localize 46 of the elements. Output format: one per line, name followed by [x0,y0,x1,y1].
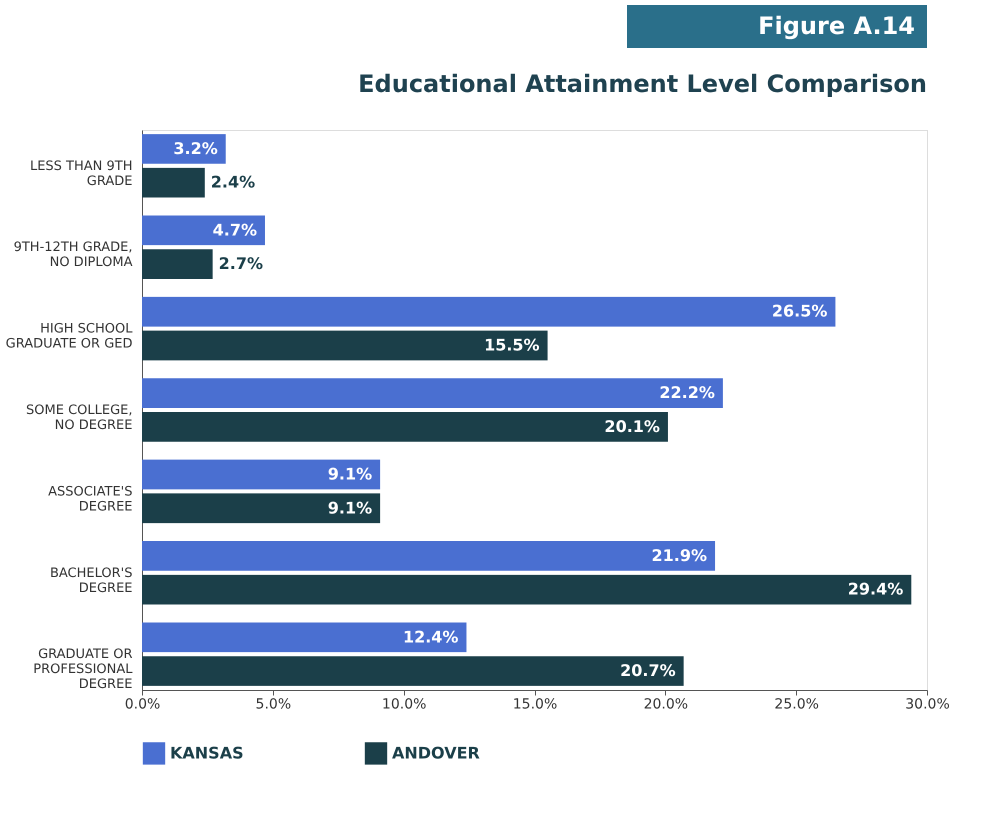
bar [142,168,205,198]
data-label: 2.7% [218,254,264,274]
bar [142,656,684,686]
x-tick-label: 25.0% [774,696,819,712]
data-label: 22.2% [659,383,715,402]
chart-title: Educational Attainment Level Comparison [358,70,927,98]
x-tick-label: 10.0% [382,696,426,712]
data-label: 15.5% [484,335,540,354]
bar [142,622,466,652]
data-label: 26.5% [772,302,828,321]
x-tick-label: 15.0% [512,696,558,712]
bar [142,412,668,442]
legend-label: ANDOVER [392,743,480,762]
bar [142,460,380,490]
y-tick-label: SOME COLLEGE, NO DEGREE [26,403,132,433]
data-label: 9.1% [328,498,372,518]
data-label: 4.7% [212,220,257,240]
x-tick-label: 5.0% [256,696,292,712]
bar [142,296,836,327]
x-tick-label: 0.0% [124,696,160,712]
data-label: 21.9% [652,546,708,565]
data-label: 20.1% [604,416,660,436]
bar [142,493,380,524]
data-label: 29.4% [848,580,904,599]
y-tick-label: GRADUATE OR PROFESSIONAL DEGREE [33,647,134,692]
x-tick-label: 20.0% [644,696,688,712]
y-tick-label: ASSOCIATE'S DEGREE [48,484,132,514]
bar [142,330,548,360]
bar [142,378,723,408]
bar [142,215,265,246]
legend-label: KANSAS [170,743,244,762]
data-label: 9.1% [328,464,372,484]
bar [142,249,213,279]
bar [142,541,716,571]
bar [142,134,226,164]
text: Figure A.14 [758,12,915,40]
data-label: 2.4% [210,172,256,192]
data-label: 20.7% [620,661,676,680]
y-tick-label: 9TH-12TH GRADE, NO DIPLOMA [14,240,133,270]
y-tick-label: BACHELOR'S DEGREE [50,566,132,596]
y-tick-label: LESS THAN 9TH GRADE [30,158,132,189]
x-tick-label: 30.0% [905,696,950,712]
data-label: 3.2% [173,138,218,158]
y-tick-label: HIGH SCHOOL GRADUATE OR GED [6,322,134,352]
bar [142,574,912,605]
data-label: 12.4% [402,627,458,646]
